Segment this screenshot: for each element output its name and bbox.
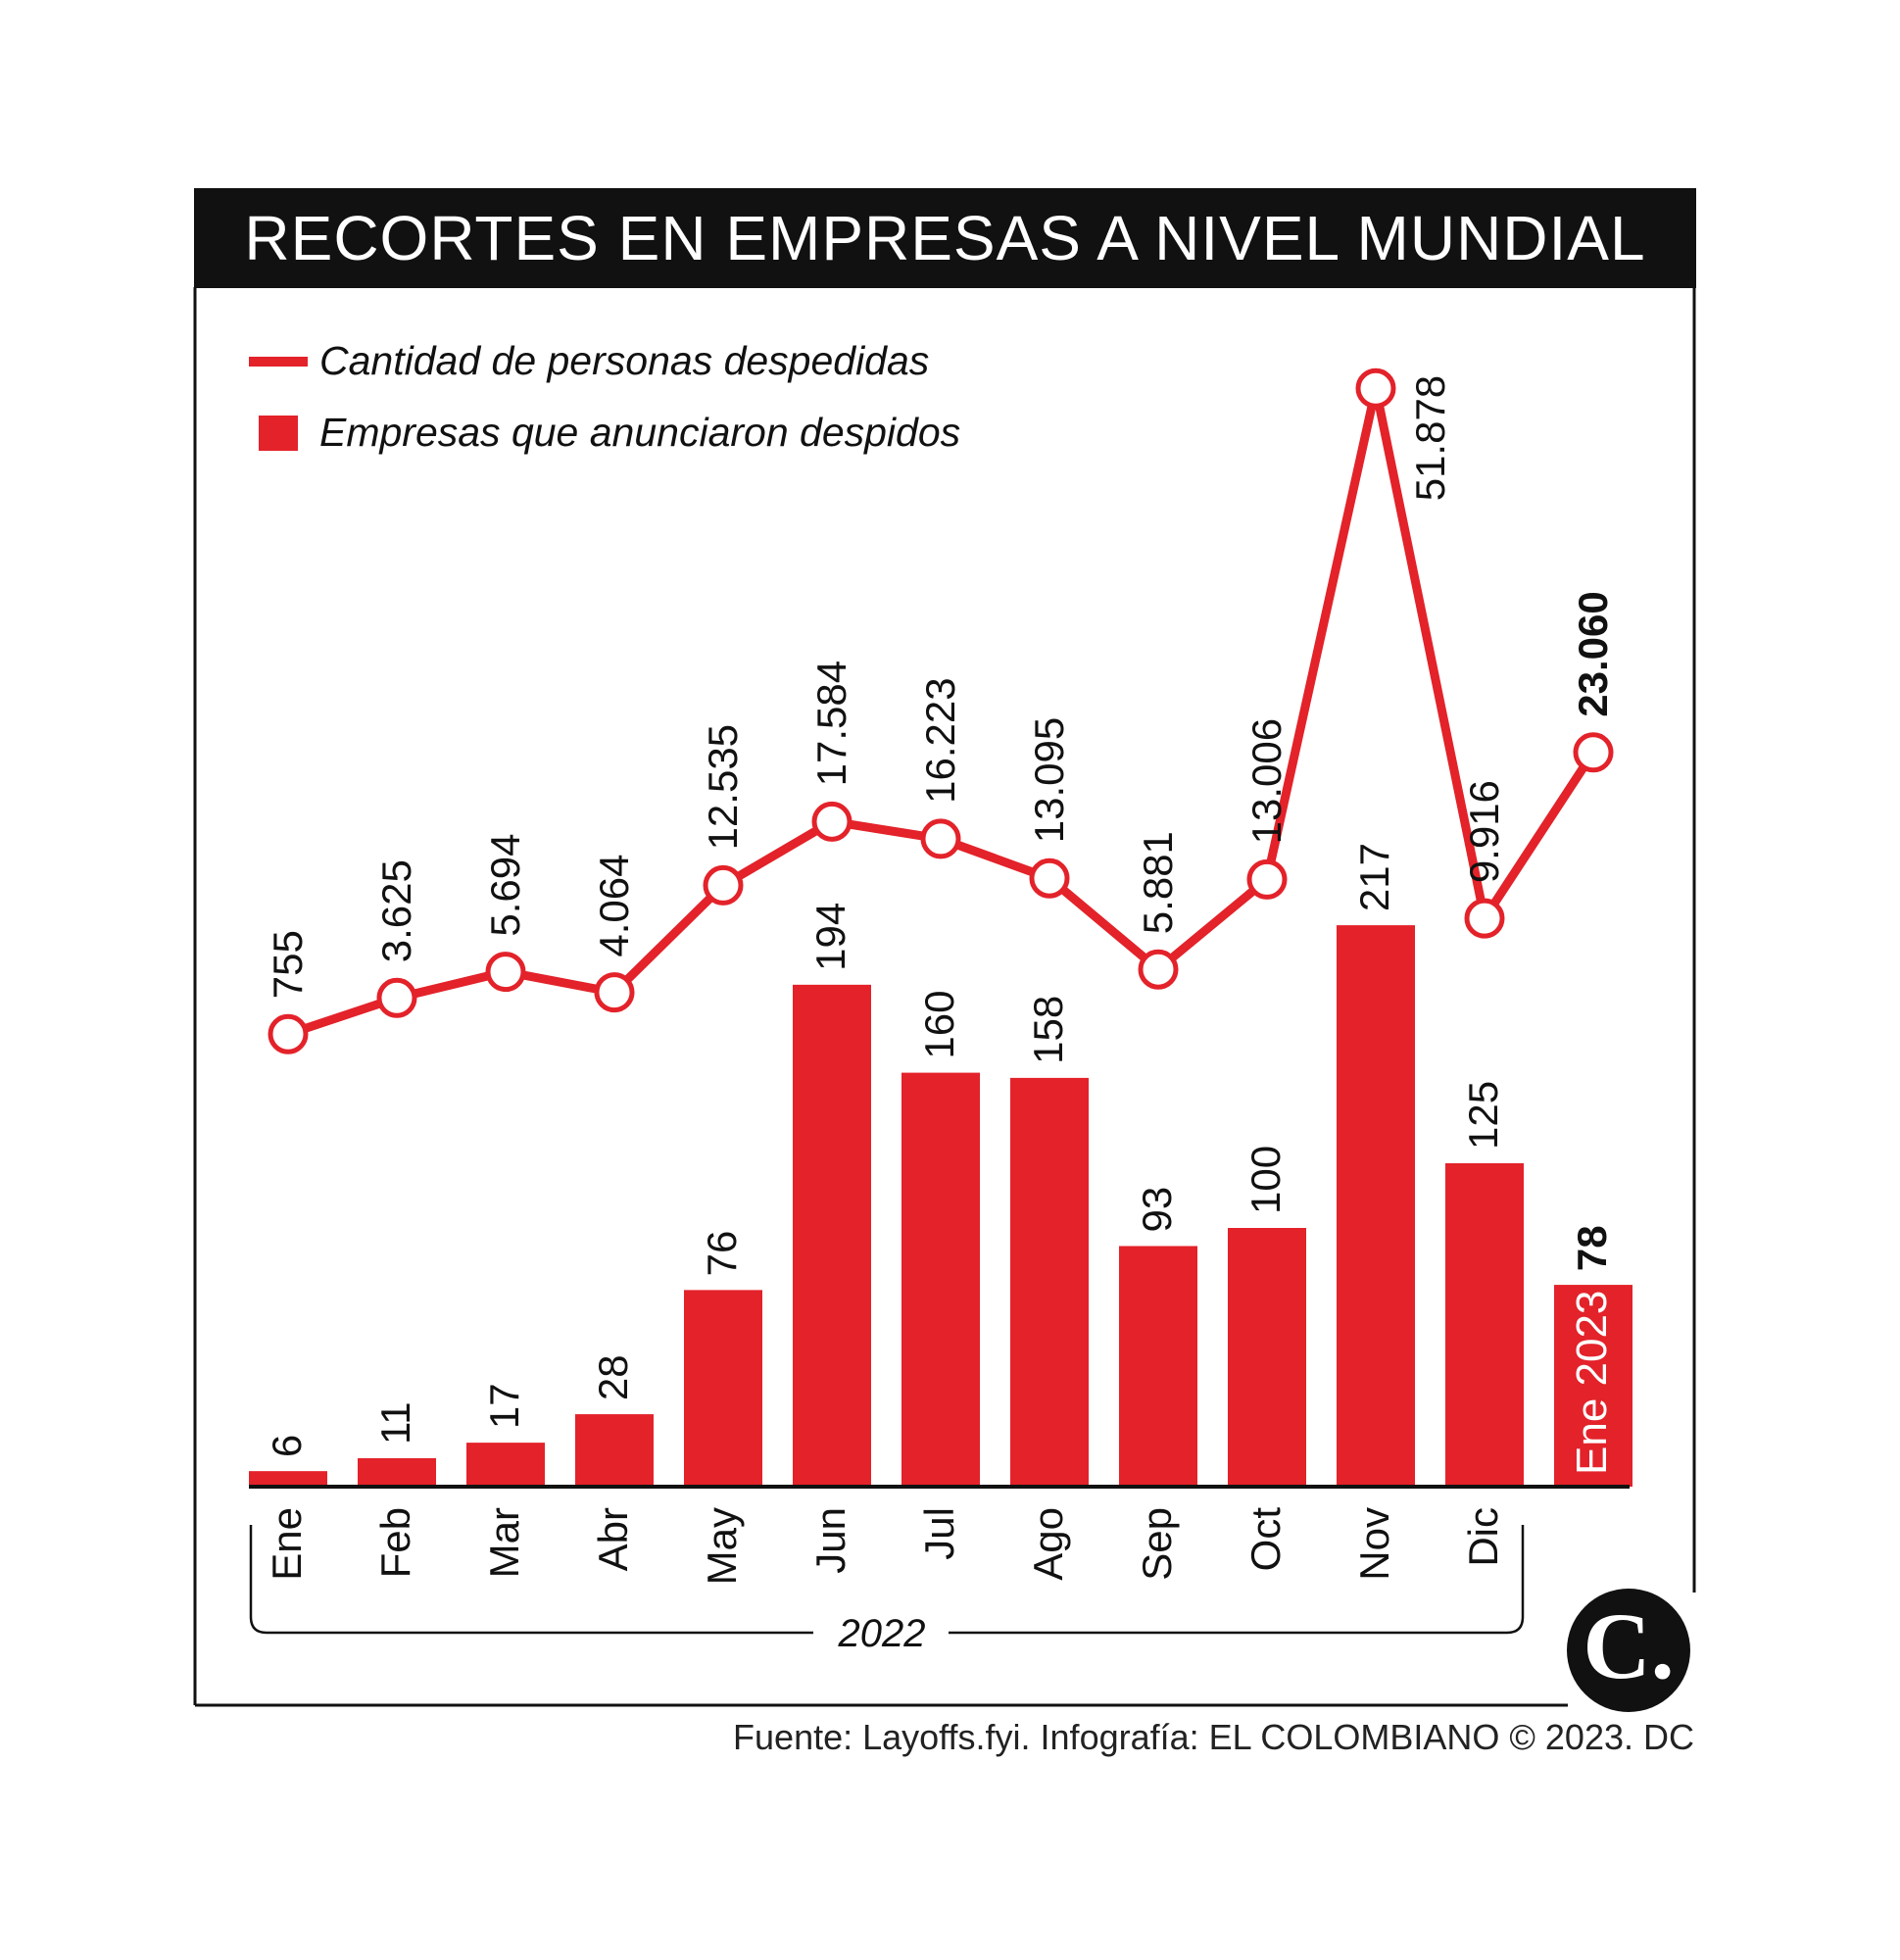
- line-point-3: [594, 972, 635, 1013]
- line-point-11: [1464, 898, 1505, 939]
- year-bracket-label: 2022: [838, 1612, 926, 1655]
- bar-label-5: 194: [807, 903, 853, 971]
- year-bracket: 2022: [249, 1525, 1525, 1655]
- bar-label-0: 6: [264, 1435, 310, 1457]
- line-point-9: [1246, 858, 1288, 900]
- x-tick-label-6: Jul: [916, 1507, 962, 1560]
- bar-6: [901, 1072, 980, 1487]
- bar-0: [249, 1471, 327, 1487]
- legend-line-label: Cantidad de personas despedidas: [319, 338, 929, 383]
- x-tick-label-4: May: [699, 1507, 745, 1585]
- line-point-7: [1029, 858, 1070, 899]
- bar-7: [1010, 1077, 1089, 1487]
- page-title: RECORTES EN EMPRESAS A NIVEL MUNDIAL: [194, 188, 1696, 288]
- el-colombiano-logo: C.: [1567, 1589, 1690, 1712]
- bar-label-8: 93: [1134, 1187, 1180, 1233]
- bar-2: [466, 1443, 545, 1487]
- bar-12: [1554, 1285, 1632, 1487]
- bar-label-11: 125: [1460, 1081, 1506, 1150]
- x-tick-label-3: Abr: [590, 1507, 636, 1571]
- x-tick-label-9: Oct: [1242, 1507, 1289, 1572]
- bar-8: [1119, 1246, 1197, 1487]
- x-tick-label-8: Sep: [1134, 1507, 1180, 1581]
- x-tick-label-2: Mar: [481, 1507, 527, 1578]
- source-note: Fuente: Layoffs.fyi. Infografía: EL COLO…: [733, 1717, 1694, 1757]
- line-point-1: [376, 977, 417, 1018]
- line-label-0: 755: [265, 930, 311, 999]
- legend-bar-label: Empresas que anunciaron despidos: [319, 410, 960, 455]
- line-label-9: 13.006: [1243, 718, 1290, 844]
- legend: Cantidad de personas despedidas Empresas…: [249, 338, 960, 455]
- bar-label-10: 217: [1351, 843, 1397, 911]
- x-tick-label-1: Feb: [372, 1507, 418, 1578]
- line-label-7: 13.095: [1026, 717, 1072, 843]
- line-label-8: 5.881: [1135, 831, 1181, 934]
- line-label-11: 9.916: [1461, 780, 1507, 883]
- bar-label-1: 11: [372, 1401, 418, 1445]
- bar-9: [1228, 1228, 1306, 1487]
- line-point-2: [485, 952, 526, 993]
- line-label-10: 51.878: [1407, 375, 1453, 501]
- frame-lines: [193, 287, 1696, 1707]
- line-label-6: 16.223: [917, 677, 963, 803]
- bar-4: [684, 1290, 762, 1487]
- line-point-0: [268, 1013, 309, 1054]
- line-point-10: [1355, 368, 1396, 409]
- legend-line-swatch: [249, 357, 308, 367]
- bar-label-7: 158: [1025, 996, 1071, 1064]
- bar-label-9: 100: [1242, 1146, 1289, 1214]
- line-point-8: [1138, 949, 1179, 990]
- line-label-1: 3.625: [373, 859, 419, 962]
- legend-bar-swatch: [259, 416, 298, 451]
- bar-10: [1337, 925, 1415, 1487]
- x-tick-label-7: Ago: [1025, 1507, 1071, 1581]
- x-tick-label-0: Ene: [264, 1507, 310, 1581]
- line-point-5: [811, 801, 853, 842]
- bar-5: [793, 984, 871, 1487]
- bar-label-3: 28: [590, 1354, 636, 1400]
- bar-label-4: 76: [699, 1231, 745, 1277]
- line-label-3: 4.064: [591, 855, 637, 957]
- line-point-4: [703, 864, 744, 906]
- bar-label-2: 17: [481, 1383, 527, 1429]
- bar-1: [358, 1457, 436, 1487]
- line-label-5: 17.584: [808, 661, 854, 786]
- bar-label-12: 78: [1569, 1225, 1615, 1271]
- line-label-12: 23.060: [1570, 591, 1616, 716]
- bar-11: [1445, 1163, 1524, 1487]
- x-tick-label-11: Dic: [1460, 1507, 1506, 1567]
- bar-label-6: 160: [916, 991, 962, 1059]
- line-label-2: 5.694: [482, 833, 528, 936]
- line-point-6: [920, 818, 961, 859]
- x-tick-label-12: Ene 2023: [1568, 1291, 1616, 1475]
- line-label-4: 12.535: [700, 724, 746, 850]
- x-tick-label-10: Nov: [1351, 1507, 1397, 1581]
- bar-3: [575, 1414, 654, 1487]
- x-tick-label-5: Jun: [807, 1507, 853, 1574]
- line-point-12: [1573, 732, 1614, 773]
